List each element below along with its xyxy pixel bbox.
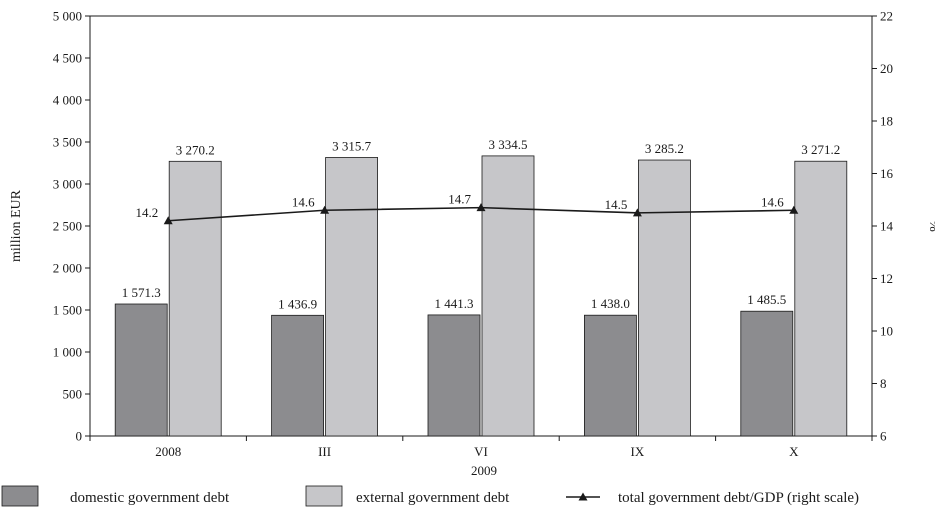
debt-gdp-label: 14.6 <box>761 194 784 209</box>
domestic-debt-bars <box>114 303 794 437</box>
y-tick-label: 3 500 <box>53 135 82 150</box>
domestic-debt-bar <box>740 310 794 437</box>
y2-tick-label: 20 <box>880 61 893 76</box>
external-debt-bar <box>481 155 535 437</box>
legend-label-external: external government debt <box>356 490 510 506</box>
y-tick-label: 5 000 <box>53 9 82 24</box>
debt-gdp-point <box>320 205 330 214</box>
domestic-debt-bar <box>114 303 168 437</box>
left-axis: 0 500 1 000 1 500 2 000 2 500 3 000 3 500 4 000 4… <box>53 9 90 444</box>
legend-swatch-external <box>305 485 343 507</box>
external-debt-bar <box>168 160 222 437</box>
x-group-label: 2009 <box>471 463 497 478</box>
y2-axis-title: % <box>926 220 935 232</box>
external-debt-bar <box>638 159 691 437</box>
debt-gdp-label: 14.5 <box>605 197 628 212</box>
y2-tick-label: 12 <box>880 271 893 286</box>
y2-tick-label: 8 <box>880 376 887 391</box>
domestic-debt-label: 1 438.0 <box>591 296 630 311</box>
y2-tick-label: 6 <box>880 429 887 444</box>
x-axis: 2008 III VI IX X <box>89 436 873 459</box>
y-tick-label: 4 000 <box>53 93 82 108</box>
domestic-debt-bar <box>584 314 637 437</box>
external-debt-label: 3 270.2 <box>176 142 215 157</box>
y2-tick-label: 18 <box>880 114 893 129</box>
domestic-debt-label: 1 441.3 <box>435 296 474 311</box>
legend-line-marker <box>578 492 588 501</box>
external-debt-label: 3 334.5 <box>489 137 528 152</box>
y-tick-label: 1 500 <box>53 303 82 318</box>
legend-label-ratio: total government debt/GDP (right scale) <box>618 490 859 506</box>
y2-tick-label: 22 <box>880 9 893 24</box>
domestic-debt-label: 1 436.9 <box>278 296 317 311</box>
legend-swatch-domestic <box>1 485 39 507</box>
debt-gdp-point <box>789 205 799 214</box>
right-axis: 6 8 10 12 14 16 18 20 22 <box>872 9 894 444</box>
debt-gdp-label: 14.2 <box>135 205 158 220</box>
x-tick-label: 2008 <box>155 444 181 459</box>
external-debt-label: 3 315.7 <box>332 138 372 153</box>
external-debt-label: 3 271.2 <box>801 142 840 157</box>
data-labels: 1 571.3 3 270.2 1 436.9 3 315.7 1 441.3 3 334… <box>122 137 841 311</box>
y-tick-label: 3 000 <box>53 177 82 192</box>
y2-tick-label: 14 <box>880 219 894 234</box>
external-debt-bar <box>794 160 848 437</box>
y-tick-label: 0 <box>76 429 83 444</box>
debt-gdp-point <box>632 208 642 217</box>
legend: domestic government debt external governm… <box>1 485 859 507</box>
domestic-debt-bar <box>271 314 325 437</box>
debt-gdp-label: 14.7 <box>448 192 471 207</box>
external-debt-bar <box>325 157 379 437</box>
y2-tick-label: 16 <box>880 166 894 181</box>
y-tick-label: 1 000 <box>53 345 82 360</box>
debt-gdp-line <box>163 203 799 225</box>
y-tick-label: 4 500 <box>53 51 82 66</box>
debt-gdp-point <box>476 203 486 212</box>
x-tick-label: X <box>789 444 799 459</box>
y-axis-title: million EUR <box>9 189 24 262</box>
x-tick-label: III <box>318 444 331 459</box>
y-tick-label: 2 000 <box>53 261 82 276</box>
y-tick-label: 500 <box>63 387 83 402</box>
y2-tick-label: 10 <box>880 324 893 339</box>
domestic-debt-bar <box>427 314 481 437</box>
legend-label-domestic: domestic government debt <box>70 490 230 506</box>
debt-gdp-label: 14.6 <box>292 194 315 209</box>
x-tick-label: VI <box>474 444 488 459</box>
domestic-debt-label: 1 485.5 <box>747 292 786 307</box>
domestic-debt-label: 1 571.3 <box>122 285 161 300</box>
x-tick-label: IX <box>631 444 645 459</box>
y-tick-label: 2 500 <box>53 219 82 234</box>
debt-gdp-point <box>163 216 173 225</box>
external-debt-bars <box>168 155 848 437</box>
external-debt-label: 3 285.2 <box>645 141 684 156</box>
